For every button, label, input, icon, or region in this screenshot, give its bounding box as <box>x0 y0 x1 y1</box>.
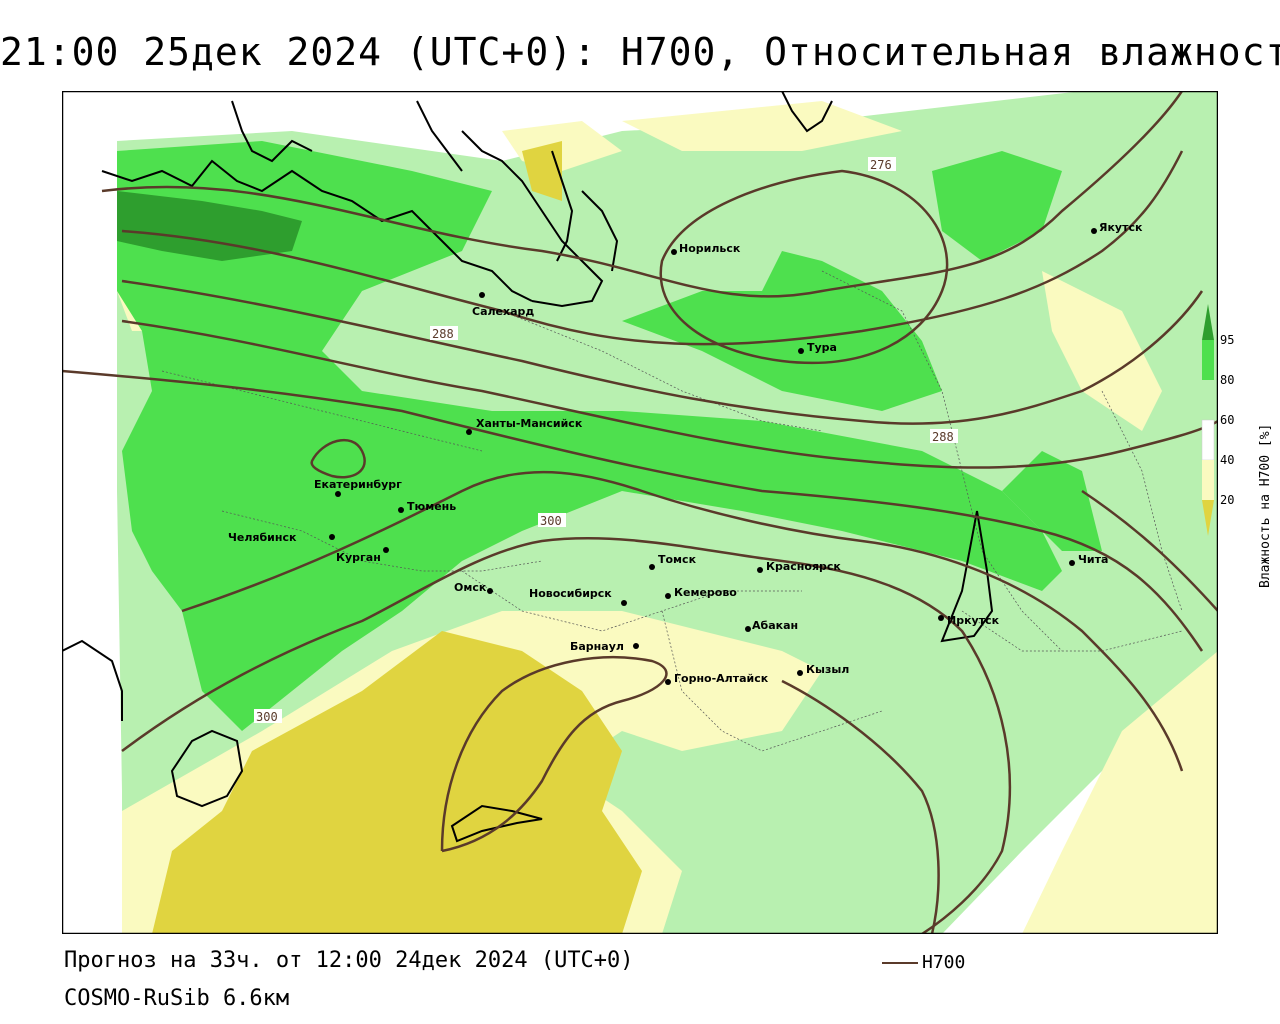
contour-label-288-west: 288 <box>432 327 454 341</box>
city-salekhard: Салехард <box>472 305 534 318</box>
contour-label-300-west: 300 <box>256 710 278 724</box>
contour-legend-label: H700 <box>922 952 966 973</box>
h700-contours <box>62 91 1218 934</box>
city-ekaterinburg: Екатеринбург <box>314 478 402 491</box>
colorbar-tick: 60 <box>1220 413 1234 427</box>
model-name: COSMO-RuSib 6.6км <box>64 986 290 1011</box>
colorbar-label-wrap: Влажность на H700 [%] <box>1258 330 1278 590</box>
region-boundaries <box>161 270 1183 752</box>
humidity-map: 276 288 288 300 300 Якутск Норильск Сале… <box>62 91 1218 934</box>
rh-20-areas <box>152 141 642 934</box>
city-omsk: Омск <box>454 581 487 594</box>
colorbar-tick: 80 <box>1220 373 1234 387</box>
city-tura: Тура <box>807 341 837 354</box>
city-gorno-altaysk: Горно-Алтайск <box>674 672 769 685</box>
coastlines <box>62 91 994 843</box>
colorbar-tick: 20 <box>1220 493 1234 507</box>
contour-legend: H700 <box>882 952 965 973</box>
city-chita: Чита <box>1078 553 1108 566</box>
city-barnaul: Барнаул <box>570 640 624 653</box>
city-tomsk: Томск <box>658 553 697 566</box>
colorbar-tick: 95 <box>1220 333 1234 347</box>
colorbar-tick: 40 <box>1220 453 1234 467</box>
contour-label-288-east: 288 <box>932 430 954 444</box>
colorbar-arrow-top <box>1202 304 1214 340</box>
colorbar-arrow-bottom <box>1202 500 1214 536</box>
city-norilsk: Норильск <box>679 242 741 255</box>
city-abakan: Абакан <box>752 619 798 632</box>
city-yakutsk: Якутск <box>1099 221 1143 234</box>
contour-label-300-center: 300 <box>540 514 562 528</box>
forecast-info: Прогноз на 33ч. от 12:00 24дек 2024 (UTC… <box>64 948 634 973</box>
city-krasnoyarsk: Красноярск <box>766 560 841 573</box>
contour-label-276: 276 <box>870 158 892 172</box>
contour-labels: 276 288 288 300 300 <box>254 157 958 724</box>
city-novosibirsk: Новосибирск <box>529 587 612 600</box>
contour-legend-line <box>882 962 918 964</box>
map-title: 21:00 25дек 2024 (UTC+0): H700, Относите… <box>0 30 1280 74</box>
city-chelyabinsk: Челябинск <box>228 531 297 544</box>
colorbar-label: Влажность на H700 [%] <box>1258 423 1273 588</box>
rh-95-areas <box>117 191 302 261</box>
city-kemerovo: Кемерово <box>674 586 737 599</box>
city-kyzyl: Кызыл <box>806 663 849 676</box>
city-tyumen: Тюмень <box>407 500 456 513</box>
city-kurgan: Курган <box>336 551 381 564</box>
city-markers: Якутск Норильск Салехард Тура Ханты-Манс… <box>228 221 1143 685</box>
city-khanty-mansiysk: Ханты-Мансийск <box>476 417 583 430</box>
city-irkutsk: Иркутск <box>947 614 1000 627</box>
colorbar: 95 80 60 40 20 <box>1201 304 1234 536</box>
